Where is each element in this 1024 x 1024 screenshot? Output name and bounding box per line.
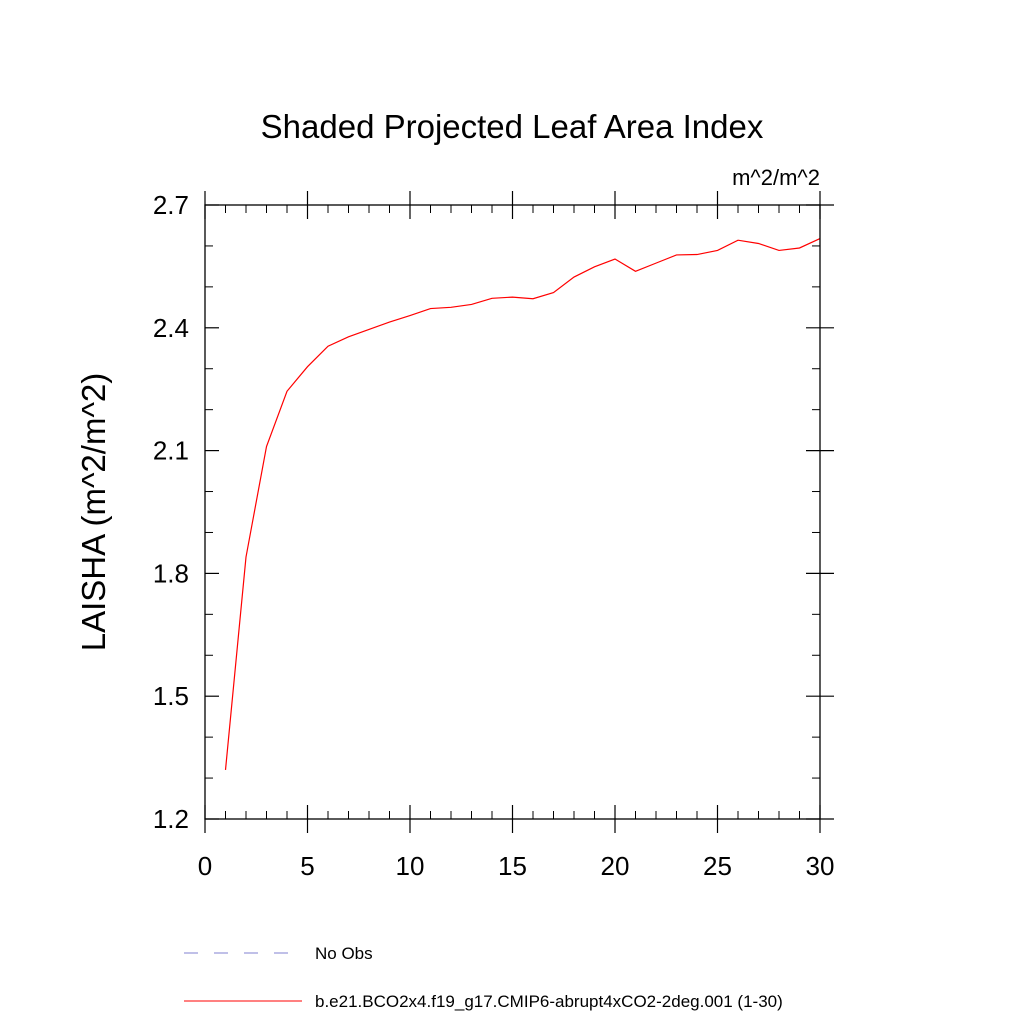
x-axis-ticks: 0 5 10 15 20 25 30 [198,191,835,881]
x-tick-label: 5 [300,851,314,881]
plot-frame [204,204,821,820]
chart-title: Shaded Projected Leaf Area Index [261,108,764,145]
y-tick-label: 1.5 [153,681,189,711]
legend-label-no-obs: No Obs [315,944,373,963]
y-tick-label: 2.1 [153,436,189,466]
series-layer [224,238,821,770]
legend: No Obs b.e21.BCO2x4.f19_g17.CMIP6-abrupt… [184,944,783,1011]
x-tick-label: 0 [198,851,212,881]
y-tick-label: 2.7 [153,190,189,220]
y-tick-label: 1.2 [153,804,189,834]
x-tick-label: 30 [806,851,835,881]
series-line [224,238,821,770]
x-tick-label: 10 [396,851,425,881]
x-tick-label: 20 [601,851,630,881]
x-tick-label: 15 [498,851,527,881]
units-label: m^2/m^2 [732,165,820,190]
x-tick-label: 25 [703,851,732,881]
y-axis-label: LAISHA (m^2/m^2) [75,373,112,652]
legend-label-model: b.e21.BCO2x4.f19_g17.CMIP6-abrupt4xCO2-2… [315,992,783,1011]
y-axis-ticks: 1.2 1.5 1.8 2.1 2.4 2.7 [153,190,834,834]
y-tick-label: 2.4 [153,313,189,343]
y-tick-label: 1.8 [153,558,189,588]
